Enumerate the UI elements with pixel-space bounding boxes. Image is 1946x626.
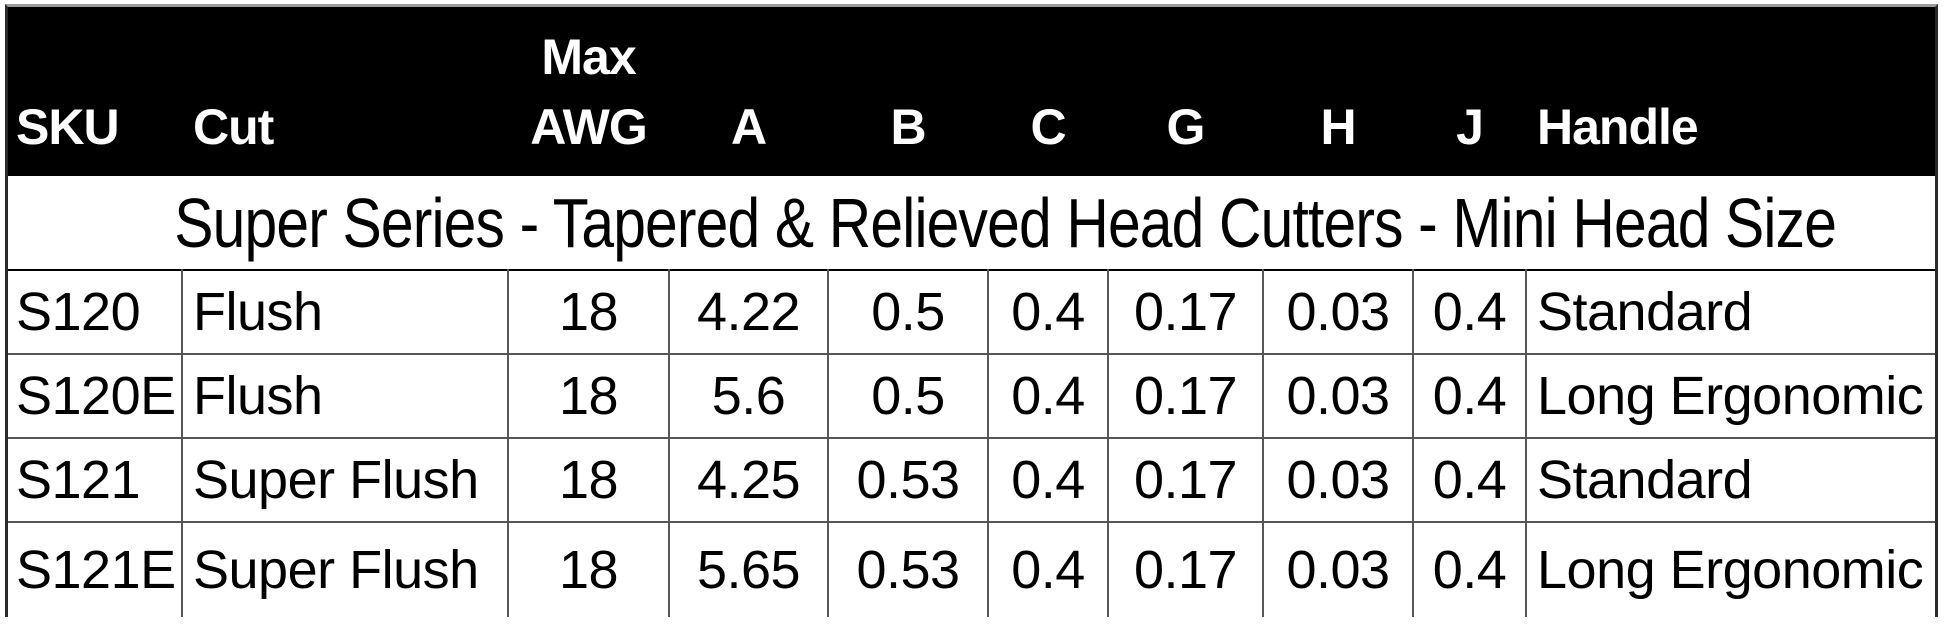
page-title: Super Series - Tapered & Relieved Head C… xyxy=(174,183,1837,262)
cell-max_awg: 18 xyxy=(507,437,670,523)
column-header-h: H xyxy=(1262,7,1414,176)
cell-j: 0.4 xyxy=(1412,521,1527,617)
cell-j: 0.4 xyxy=(1412,269,1527,355)
cell-handle: Long Ergonomic xyxy=(1525,521,1935,617)
table-row: S120 Flush 18 4.22 0.5 0.4 0.17 0.03 0.4 Standard xyxy=(8,269,1935,355)
cell-b: 0.5 xyxy=(827,269,989,355)
cell-cut: Flush xyxy=(181,269,509,355)
cell-cut: Super Flush xyxy=(181,437,509,523)
cell-a: 5.65 xyxy=(668,521,829,617)
page-title-cell: Super Series - Tapered & Relieved Head C… xyxy=(8,174,1935,270)
column-header-b: B xyxy=(827,7,989,176)
table-row: S120E Flush 18 5.6 0.5 0.4 0.17 0.03 0.4 Long Erg… xyxy=(8,353,1935,439)
cell-b: 0.53 xyxy=(827,437,989,523)
column-header-c: C xyxy=(987,7,1109,176)
column-header-max_awg: Max AWG xyxy=(507,7,670,176)
cell-a: 4.25 xyxy=(668,437,829,523)
column-header-g: G xyxy=(1107,7,1264,176)
table-header-row: SKU Cut Max AWG A B C G H J Handle xyxy=(8,7,1935,176)
cell-j: 0.4 xyxy=(1412,437,1527,523)
cell-g: 0.17 xyxy=(1107,437,1264,523)
cell-h: 0.03 xyxy=(1262,353,1414,439)
table-row: S121 Super Flush 18 4.25 0.53 0.4 0.17 0.03 0.4 S… xyxy=(8,437,1935,523)
cell-h: 0.03 xyxy=(1262,521,1414,617)
cell-a: 4.22 xyxy=(668,269,829,355)
cell-a: 5.6 xyxy=(668,353,829,439)
cell-c: 0.4 xyxy=(987,437,1109,523)
cell-h: 0.03 xyxy=(1262,269,1414,355)
cell-b: 0.5 xyxy=(827,353,989,439)
column-header-cut: Cut xyxy=(181,7,509,176)
title-row: Super Series - Tapered & Relieved Head C… xyxy=(8,174,1935,270)
spec-table: Super Series - Tapered & Relieved Head C… xyxy=(8,7,1935,617)
cell-sku: S121 xyxy=(8,437,183,523)
cell-g: 0.17 xyxy=(1107,353,1264,439)
cell-handle: Standard xyxy=(1525,269,1935,355)
table-header: SKU Cut Max AWG A B C G H J Handle xyxy=(8,7,1935,176)
cell-cut: Flush xyxy=(181,353,509,439)
cell-c: 0.4 xyxy=(987,521,1109,617)
cell-max_awg: 18 xyxy=(507,521,670,617)
column-header-a: A xyxy=(668,7,829,176)
table-body: S120 Flush 18 4.22 0.5 0.4 0.17 0.03 0.4 Standard… xyxy=(8,269,1935,617)
cell-sku: S120E xyxy=(8,353,183,439)
column-header-sku: SKU xyxy=(8,7,183,176)
cell-g: 0.17 xyxy=(1107,521,1264,617)
spec-table-container: Super Series - Tapered & Relieved Head C… xyxy=(5,4,1938,617)
cell-max_awg: 18 xyxy=(507,353,670,439)
cell-b: 0.53 xyxy=(827,521,989,617)
cell-j: 0.4 xyxy=(1412,353,1527,439)
table-row: S121E Super Flush 18 5.65 0.53 0.4 0.17 0.03 0.4… xyxy=(8,521,1935,617)
cell-g: 0.17 xyxy=(1107,269,1264,355)
cell-handle: Standard xyxy=(1525,437,1935,523)
cell-cut: Super Flush xyxy=(181,521,509,617)
cell-h: 0.03 xyxy=(1262,437,1414,523)
cell-sku: S120 xyxy=(8,269,183,355)
cell-c: 0.4 xyxy=(987,269,1109,355)
cell-handle: Long Ergonomic xyxy=(1525,353,1935,439)
column-header-handle: Handle xyxy=(1525,7,1935,176)
cell-c: 0.4 xyxy=(987,353,1109,439)
column-header-j: J xyxy=(1412,7,1527,176)
cell-sku: S121E xyxy=(8,521,183,617)
cell-max_awg: 18 xyxy=(507,269,670,355)
